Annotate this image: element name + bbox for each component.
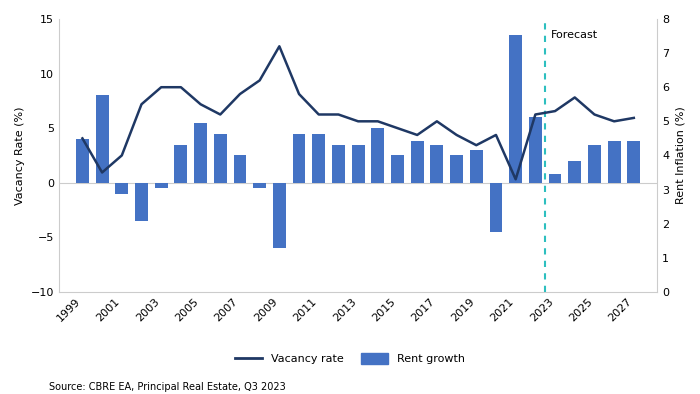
- Bar: [234, 155, 246, 183]
- Bar: [489, 183, 503, 232]
- Bar: [470, 150, 483, 183]
- Bar: [568, 161, 581, 183]
- Bar: [273, 183, 286, 248]
- Bar: [450, 155, 463, 183]
- Bar: [174, 145, 188, 183]
- Y-axis label: Vacancy Rate (%): Vacancy Rate (%): [15, 106, 25, 204]
- Bar: [312, 134, 325, 183]
- Bar: [155, 183, 167, 188]
- Text: Source: CBRE EA, Principal Real Estate, Q3 2023: Source: CBRE EA, Principal Real Estate, …: [49, 382, 286, 392]
- Bar: [588, 145, 601, 183]
- Bar: [293, 134, 305, 183]
- Y-axis label: Rent Inflation (%): Rent Inflation (%): [675, 106, 685, 204]
- Bar: [253, 183, 266, 188]
- Bar: [430, 145, 443, 183]
- Bar: [194, 123, 207, 183]
- Bar: [135, 183, 148, 221]
- Bar: [608, 141, 620, 183]
- Bar: [332, 145, 345, 183]
- Bar: [549, 174, 561, 183]
- Bar: [372, 128, 384, 183]
- Bar: [116, 183, 128, 193]
- Bar: [411, 141, 424, 183]
- Bar: [76, 139, 89, 183]
- Bar: [351, 145, 365, 183]
- Bar: [391, 155, 404, 183]
- Legend: Vacancy rate, Rent growth: Vacancy rate, Rent growth: [230, 348, 470, 369]
- Text: Forecast: Forecast: [551, 30, 598, 40]
- Bar: [96, 95, 108, 183]
- Bar: [627, 141, 640, 183]
- Bar: [510, 35, 522, 183]
- Bar: [214, 134, 227, 183]
- Bar: [529, 117, 542, 183]
